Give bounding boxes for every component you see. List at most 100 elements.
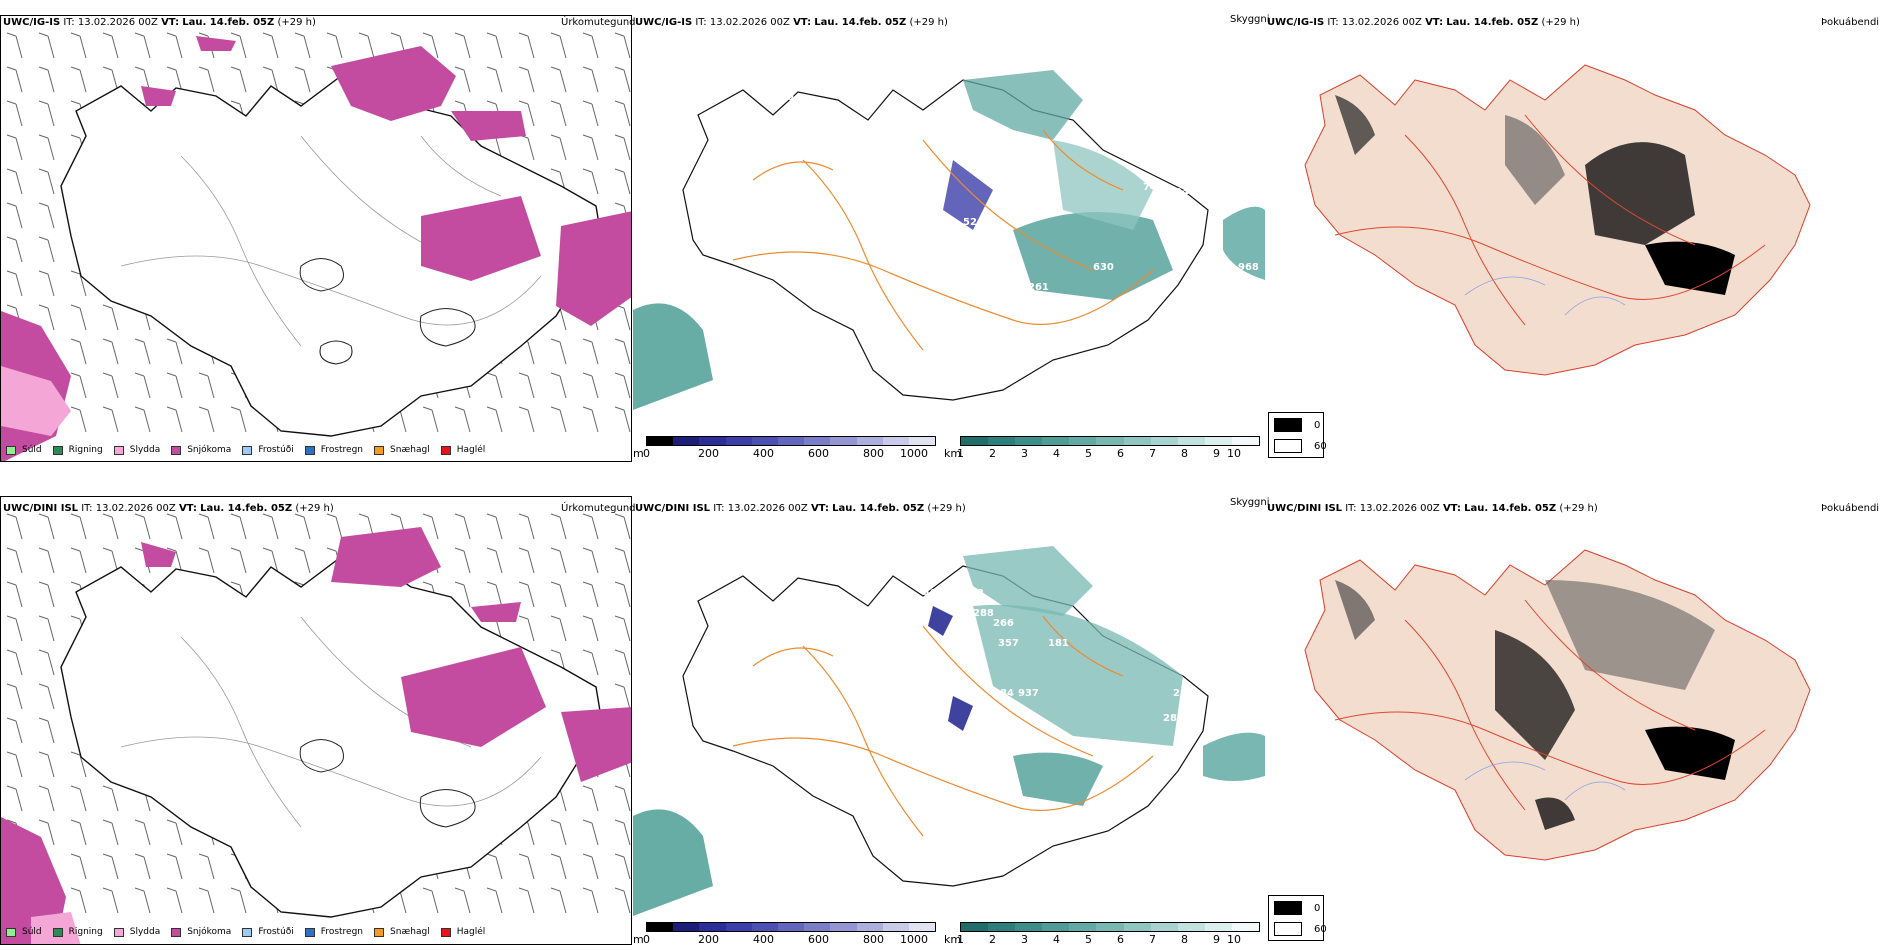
wind-barb xyxy=(550,581,567,608)
visibility-label: 748 xyxy=(1143,182,1164,193)
wind-barb xyxy=(38,717,55,744)
roads xyxy=(732,615,1154,837)
scale-swatch xyxy=(856,923,883,931)
legend-item: Snjókoma xyxy=(171,445,231,455)
wind-barb xyxy=(518,134,535,161)
scale-tick-label: 600 xyxy=(808,447,829,460)
wind-barb xyxy=(454,581,471,608)
wind-barb xyxy=(198,66,215,93)
wind-barb xyxy=(102,853,119,880)
legend-label: Rigning xyxy=(68,445,103,455)
fog-westfjords xyxy=(1335,580,1375,640)
scale-swatch xyxy=(1042,923,1070,931)
wind-barb xyxy=(582,32,599,59)
wind-barb xyxy=(614,513,631,540)
wind-barb xyxy=(166,513,183,540)
row1-fog-map[interactable] xyxy=(1265,35,1885,435)
legend-item: Frostregn xyxy=(304,445,363,455)
wind-barb xyxy=(38,168,55,195)
legend-item: Súld xyxy=(6,927,42,937)
wind-barb xyxy=(550,32,567,59)
wind-barb xyxy=(6,717,23,744)
wind-barb xyxy=(294,32,311,59)
visibility-label: 283 xyxy=(988,302,1009,313)
wind-barb xyxy=(102,785,119,812)
snow-southwest xyxy=(1,817,66,944)
wind-barb xyxy=(70,338,87,365)
row2-fog-map[interactable] xyxy=(1265,520,1885,920)
row1-vis-header: UWC/IG-IS IT: 13.02.2026 00Z VT: Lau. 14… xyxy=(635,17,948,28)
legend-swatch xyxy=(52,927,63,937)
visibility-label: 570 xyxy=(773,92,794,103)
wind-barb xyxy=(6,66,23,93)
snowfall-area xyxy=(141,542,176,567)
cloudbase-boxes xyxy=(646,922,936,932)
scale-tick-label: 1 xyxy=(957,933,964,946)
wind-barb xyxy=(358,32,375,59)
row2-fog-header: UWC/DINI ISL IT: 13.02.2026 00Z VT: Lau.… xyxy=(1267,503,1598,514)
vis-sea-sw xyxy=(633,809,713,916)
wind-barb xyxy=(134,819,151,846)
legend-swatch xyxy=(113,927,124,937)
row1-fog-header: UWC/IG-IS IT: 13.02.2026 00Z VT: Lau. 14… xyxy=(1267,17,1580,28)
visibility-label: 186 xyxy=(978,287,999,298)
wind-barb xyxy=(614,547,631,574)
visibility-label: 181 xyxy=(1048,638,1069,649)
row1-visibility-bar: km 1 2 3 4 5 6 7 8 9 10 xyxy=(944,436,1264,464)
wind-barb xyxy=(582,100,599,127)
fog-map-svg xyxy=(1304,64,1811,376)
wind-barb xyxy=(38,819,55,846)
cloudbase-low-west xyxy=(948,696,973,731)
visibility-unit: km xyxy=(944,933,962,946)
scale-swatch xyxy=(1123,437,1151,445)
scale-swatch xyxy=(961,437,989,445)
scale-swatch xyxy=(830,437,857,445)
fog-core-glacier xyxy=(1645,241,1735,295)
scale-swatch xyxy=(777,923,805,931)
wind-barb xyxy=(422,513,439,540)
wind-barb xyxy=(550,100,567,127)
wind-barb xyxy=(582,853,599,880)
wind-barb xyxy=(614,304,631,331)
scale-swatch xyxy=(1204,437,1232,445)
wind-barb xyxy=(550,513,567,540)
fog-key-row: 0 xyxy=(1274,901,1320,915)
wind-barb xyxy=(486,66,503,93)
wind-barb xyxy=(614,338,631,365)
fog-key-swatch xyxy=(1274,418,1302,432)
row1-cloudbase-bar: m 0 200 400 600 800 1000 xyxy=(633,436,938,464)
wind-barb xyxy=(582,168,599,195)
scale-tick-label: 5 xyxy=(1085,447,1092,460)
wind-barb xyxy=(70,304,87,331)
row2-precip-map[interactable]: Súld Rigning Slydda Snjókoma Frostúði Frostre… xyxy=(0,496,632,945)
vis-south xyxy=(1013,752,1103,806)
scale-swatch xyxy=(988,923,1016,931)
scale-tick-label: 0 xyxy=(643,933,650,946)
row2-visibility-map[interactable]: 1015 487 331 602 288 266 357 181 484 937 247 284 318… xyxy=(633,516,1265,916)
wind-barb xyxy=(582,649,599,676)
scale-swatch xyxy=(1123,923,1151,931)
row1-visibility-map[interactable]: 570 175 43 181 190 52 769 125 219 335 261 186 283 630… xyxy=(633,30,1265,430)
visibility-label: 521 xyxy=(883,723,904,734)
fog-south xyxy=(1535,797,1575,830)
legend-swatch xyxy=(171,445,182,455)
scale-tick-label: 3 xyxy=(1021,933,1028,946)
wind-barb xyxy=(518,66,535,93)
wind-barb xyxy=(486,887,503,914)
scale-tick-label: 1000 xyxy=(900,933,928,946)
scale-tick-label: 200 xyxy=(698,447,719,460)
wind-barb xyxy=(6,683,23,710)
legend-item: Haglél xyxy=(440,927,485,937)
scale-tick-label: 2 xyxy=(989,933,996,946)
wind-barb xyxy=(550,887,567,914)
snowfall-area xyxy=(331,46,456,121)
vis-sea-east xyxy=(1223,206,1265,280)
wind-barb xyxy=(38,66,55,93)
row1-precip-map[interactable]: Súld Rigning Slydda Snjókoma Frostúði Frostre… xyxy=(0,15,632,462)
wind-barb xyxy=(550,66,567,93)
wind-barb xyxy=(582,887,599,914)
wind-barb xyxy=(38,513,55,540)
legend-label: Snjókoma xyxy=(187,445,232,455)
wind-barb xyxy=(134,338,151,365)
